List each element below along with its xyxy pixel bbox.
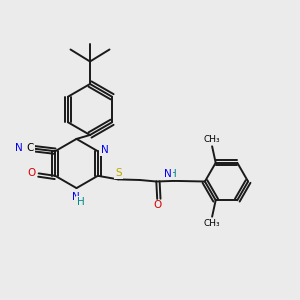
Text: CH₃: CH₃	[204, 135, 220, 144]
Text: O: O	[27, 167, 36, 178]
Text: N: N	[15, 142, 23, 153]
Text: O: O	[153, 200, 161, 211]
Text: N: N	[164, 169, 172, 179]
Text: H: H	[76, 197, 84, 207]
Text: N: N	[72, 191, 80, 202]
Text: C: C	[26, 142, 34, 153]
Text: CH₃: CH₃	[204, 219, 220, 228]
Text: S: S	[115, 168, 122, 178]
Text: H: H	[169, 169, 176, 179]
Text: N: N	[101, 145, 109, 155]
